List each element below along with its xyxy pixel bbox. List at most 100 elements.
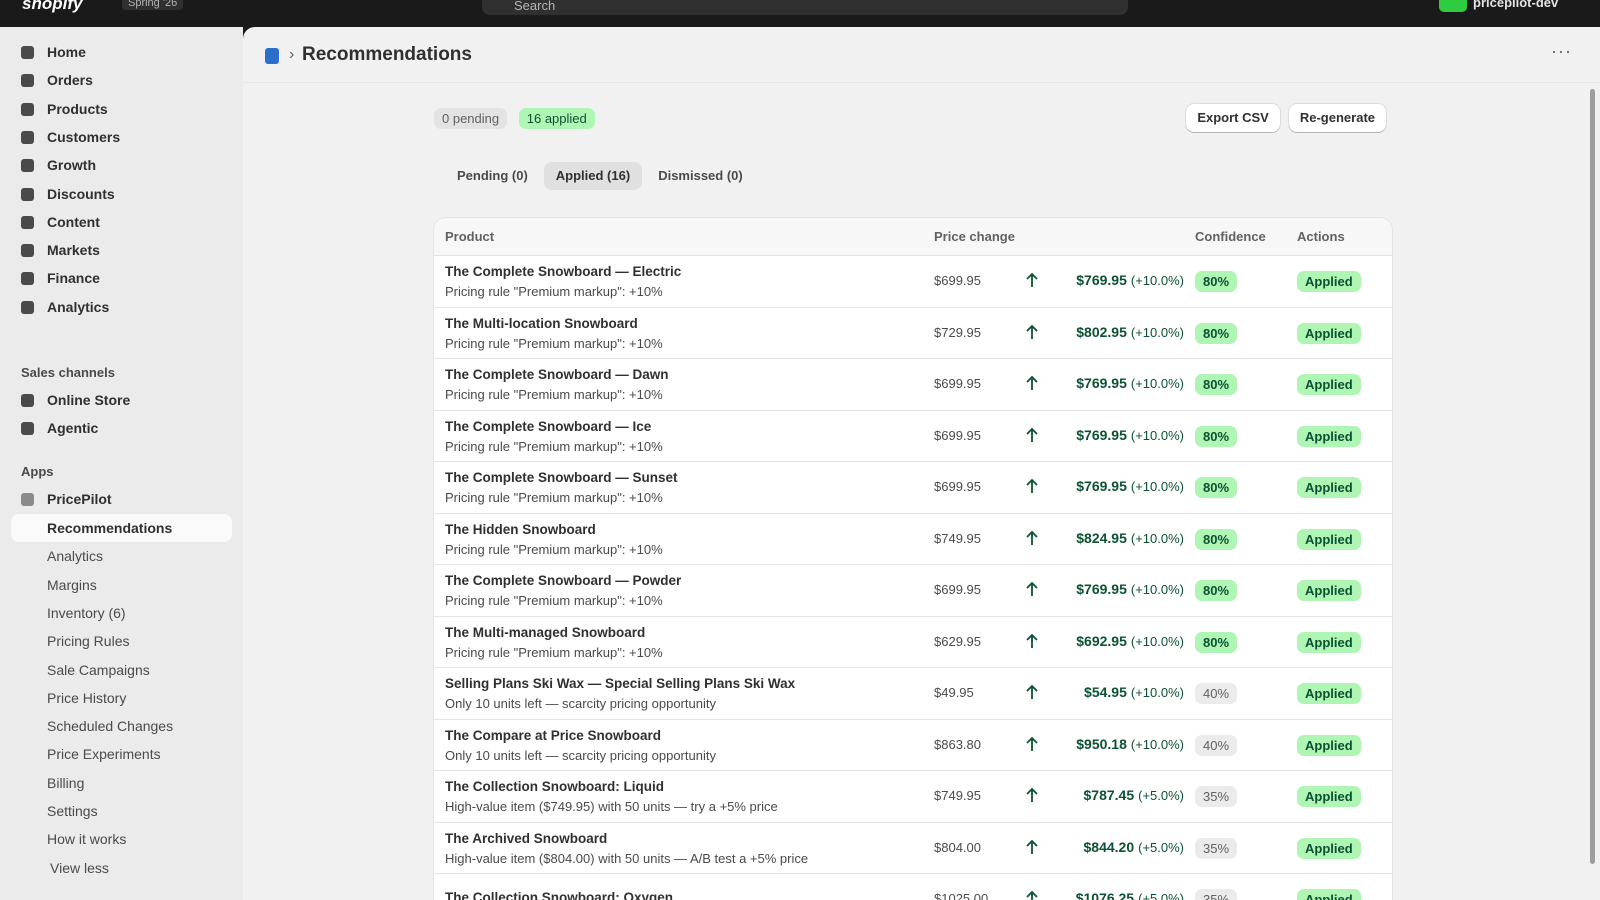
nav-item[interactable]: Analytics <box>21 293 109 321</box>
new-price: $1076.25 (+5.0%) <box>1076 890 1184 900</box>
nav-item[interactable]: Products <box>21 95 108 123</box>
confidence-badge: 80% <box>1195 528 1238 550</box>
sub-nav-item[interactable]: Pricing Rules <box>47 633 130 650</box>
sub-nav-item[interactable]: Price History <box>47 689 127 706</box>
nav-label: Content <box>47 213 100 230</box>
arrow-icon <box>1026 787 1038 802</box>
section-title[interactable]: Sales channels <box>21 365 115 380</box>
table-row[interactable]: The Collection Snowboard: Oxygen $1025.00… <box>434 873 1392 900</box>
table-row[interactable]: The Compare at Price Snowboard Only 10 un… <box>434 718 1392 771</box>
nav-item[interactable]: Home <box>21 38 86 66</box>
new-price-value: $769.95 <box>1076 426 1127 443</box>
nav-item[interactable]: Content <box>21 208 100 236</box>
confidence-badge: 35% <box>1195 786 1238 807</box>
button[interactable]: Export CSV <box>1186 104 1280 132</box>
confidence-badge: 40% <box>1195 683 1238 704</box>
nav-label: Markets <box>47 242 100 259</box>
arrow-up <box>1026 530 1038 546</box>
price-change: (+10.0%) <box>1130 376 1184 391</box>
nav-item[interactable]: Growth <box>21 151 96 179</box>
arrow-up <box>1026 272 1038 288</box>
sub-nav-item[interactable]: How it works <box>47 831 127 848</box>
new-price-value: $824.95 <box>1076 529 1127 546</box>
tab[interactable]: Pending (0) <box>457 168 528 183</box>
search-box[interactable]: Search <box>482 0 1128 15</box>
tabs: Pending (0) Applied (16) Dismissed (0) <box>445 162 755 190</box>
nav-icon <box>21 46 34 59</box>
brand: shopify <box>22 0 83 13</box>
arrow-up <box>1026 684 1038 700</box>
table-row[interactable]: The Multi-location Snowboard Pricing rule… <box>434 306 1392 359</box>
product-name: The Complete Snowboard — Sunset <box>445 470 678 485</box>
table-row[interactable]: The Hidden Snowboard Pricing rule "Premiu… <box>434 512 1392 565</box>
table-row[interactable]: The Complete Snowboard — Sunset Pricing r… <box>434 461 1392 513</box>
sub-nav-item[interactable]: Analytics <box>47 548 104 565</box>
old-price: $699.95 <box>934 479 981 494</box>
product-name: The Collection Snowboard: Liquid <box>445 779 664 794</box>
top-bar: shopify Spring '26 Search pricepilot-dev <box>0 0 1600 27</box>
sub-nav-item[interactable]: Price Experiments <box>47 746 161 763</box>
avatar[interactable] <box>1439 0 1467 12</box>
product-name: The Compare at Price Snowboard <box>445 727 662 743</box>
edition: Spring '26 <box>122 0 184 10</box>
arrow-icon <box>1026 530 1038 545</box>
nav-item[interactable]: Discounts <box>21 180 115 208</box>
table-row[interactable]: The Collection Snowboard: Liquid High-val… <box>434 770 1392 822</box>
product-name: The Archived Snowboard <box>445 830 608 846</box>
button[interactable]: Re-generate <box>1288 104 1386 132</box>
view-less[interactable]: View less <box>50 859 109 876</box>
old-price: $699.95 <box>934 582 981 597</box>
sub-nav-item[interactable]: Margins <box>47 576 97 593</box>
nav-item[interactable]: Orders <box>21 66 93 94</box>
sub-nav-item[interactable]: Recommendations <box>11 514 232 542</box>
table-row[interactable]: The Archived Snowboard High-value item ($… <box>434 821 1392 874</box>
confidence-badge: 40% <box>1195 734 1238 756</box>
nav-label: Online Store <box>47 392 131 408</box>
product-name: The Complete Snowboard — Powder <box>445 573 682 588</box>
scrollbar[interactable] <box>1590 89 1595 864</box>
table-row[interactable]: The Complete Snowboard — Ice Pricing rule… <box>434 409 1392 462</box>
sub-nav-item[interactable]: Billing <box>47 774 85 791</box>
status-badge: Applied <box>1297 322 1361 344</box>
nav-label: Finance <box>47 270 100 287</box>
status-badge: Applied <box>1297 425 1361 447</box>
confidence-badge: 80% <box>1195 425 1238 447</box>
table-row[interactable]: The Complete Snowboard — Powder Pricing r… <box>434 564 1392 616</box>
sub-nav-item[interactable]: Sale Campaigns <box>47 661 150 678</box>
confidence-badge: 80% <box>1195 271 1238 292</box>
nav-item[interactable]: Markets <box>21 236 100 264</box>
nav-label: Agentic <box>47 420 99 437</box>
status-badge: Applied <box>1297 837 1361 859</box>
table-row[interactable]: Selling Plans Ski Wax — Special Selling … <box>434 667 1392 719</box>
arrow-up <box>1026 787 1038 803</box>
status-badge: Applied <box>1297 683 1361 704</box>
product-name: The Multi-location Snowboard <box>445 315 638 331</box>
price-change: (+5.0%) <box>1138 788 1184 803</box>
tab[interactable]: Dismissed (0) <box>658 168 743 183</box>
status-badge: Applied <box>1297 631 1361 653</box>
reason: Pricing rule "Premium markup": +10% <box>445 438 663 454</box>
table-row[interactable]: The Complete Snowboard — Electric Pricing… <box>434 255 1392 307</box>
table-row[interactable]: The Complete Snowboard — Dawn Pricing rul… <box>434 358 1392 410</box>
confidence-badge: 80% <box>1195 631 1238 653</box>
arrow-up <box>1026 324 1038 340</box>
nav-icon <box>21 493 34 506</box>
nav-item[interactable]: Online Store <box>21 386 130 414</box>
reason: Pricing rule "Premium markup": +10% <box>445 490 663 505</box>
new-price-value: $769.95 <box>1076 272 1127 288</box>
nav-item[interactable]: Finance <box>21 264 100 292</box>
tab[interactable]: Applied (16) <box>543 162 643 190</box>
breadcrumb-separator: › <box>289 46 295 63</box>
nav-item[interactable]: PricePilot <box>21 485 112 513</box>
nav-icon <box>21 102 34 116</box>
new-price-value: $802.95 <box>1076 323 1127 340</box>
nav-item[interactable]: Customers <box>21 123 120 151</box>
sub-nav-item[interactable]: Settings <box>47 803 98 819</box>
more-menu[interactable]: ··· <box>1551 41 1572 61</box>
section-title[interactable]: Apps <box>21 464 54 479</box>
sub-nav-item[interactable]: Inventory (6) <box>47 604 126 621</box>
sub-nav-item[interactable]: Scheduled Changes <box>47 718 174 735</box>
table-row[interactable]: The Multi-managed Snowboard Pricing rule … <box>434 615 1392 668</box>
app-icon[interactable] <box>265 48 279 64</box>
nav-item[interactable]: Agentic <box>21 414 98 442</box>
